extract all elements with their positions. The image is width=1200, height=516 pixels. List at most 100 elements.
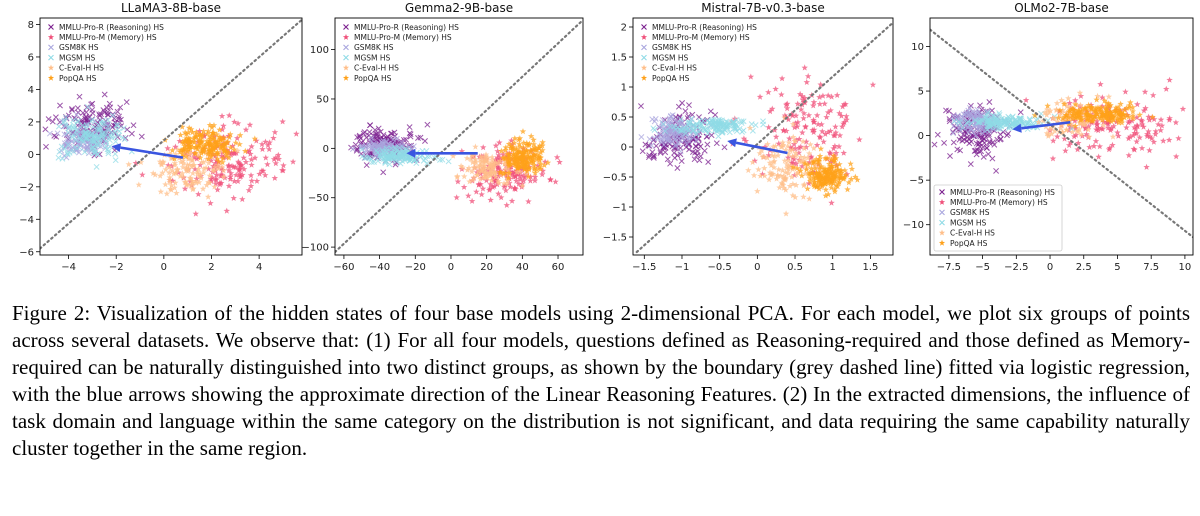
data-point bbox=[516, 135, 524, 142]
data-point bbox=[214, 186, 221, 193]
data-point bbox=[967, 114, 974, 121]
data-point bbox=[401, 146, 408, 153]
data-point bbox=[1104, 119, 1111, 126]
data-point bbox=[1059, 115, 1067, 122]
data-point bbox=[212, 143, 220, 150]
data-point bbox=[774, 152, 782, 159]
data-point bbox=[1166, 115, 1173, 122]
data-point bbox=[1175, 135, 1182, 142]
data-point bbox=[251, 154, 259, 161]
data-point bbox=[1106, 144, 1114, 151]
data-point bbox=[821, 174, 828, 181]
data-point bbox=[1005, 130, 1012, 137]
data-point bbox=[1072, 131, 1080, 138]
data-point bbox=[220, 140, 228, 148]
legend-label: MMLU-Pro-M (Memory) HS bbox=[652, 33, 750, 42]
data-point bbox=[1051, 127, 1058, 134]
data-point bbox=[1117, 100, 1124, 107]
data-point bbox=[530, 146, 538, 153]
data-point bbox=[761, 143, 769, 150]
data-point bbox=[93, 141, 100, 148]
data-point bbox=[544, 159, 552, 166]
data-point bbox=[477, 175, 484, 182]
data-point bbox=[472, 160, 479, 167]
data-point bbox=[496, 139, 503, 146]
data-point bbox=[1132, 125, 1139, 132]
data-point bbox=[950, 130, 957, 137]
data-point bbox=[293, 130, 300, 137]
data-point bbox=[1107, 118, 1115, 125]
data-point bbox=[1072, 114, 1080, 121]
legend-marker bbox=[641, 54, 647, 61]
data-point bbox=[525, 173, 532, 180]
data-point bbox=[100, 119, 107, 126]
data-point bbox=[264, 142, 272, 149]
data-point bbox=[225, 132, 232, 139]
data-point bbox=[397, 160, 404, 167]
y-tick-label: −4 bbox=[19, 215, 34, 226]
data-point bbox=[771, 152, 778, 160]
data-point bbox=[799, 129, 806, 136]
data-point bbox=[800, 115, 807, 122]
data-point bbox=[219, 126, 226, 133]
data-point bbox=[765, 176, 773, 183]
data-point bbox=[1172, 119, 1180, 126]
data-point bbox=[713, 140, 720, 147]
data-point bbox=[638, 103, 644, 110]
data-point bbox=[648, 142, 655, 149]
data-point bbox=[191, 165, 199, 172]
data-point bbox=[502, 187, 510, 194]
data-point bbox=[1125, 135, 1132, 142]
data-point bbox=[785, 163, 792, 170]
data-point bbox=[791, 172, 798, 179]
data-point bbox=[227, 144, 234, 151]
data-point bbox=[1138, 116, 1145, 123]
data-point bbox=[505, 167, 512, 174]
data-point bbox=[530, 136, 537, 143]
data-point bbox=[1059, 109, 1066, 116]
legend-marker bbox=[938, 229, 946, 236]
data-point bbox=[657, 148, 664, 155]
data-point bbox=[848, 175, 855, 182]
data-point bbox=[746, 124, 754, 131]
data-point bbox=[180, 160, 187, 167]
data-point bbox=[1091, 113, 1099, 120]
data-point bbox=[234, 177, 242, 185]
data-point bbox=[135, 181, 143, 188]
data-point bbox=[810, 119, 818, 126]
data-point bbox=[74, 118, 81, 125]
data-point bbox=[810, 181, 817, 188]
data-point bbox=[813, 141, 821, 148]
data-point bbox=[234, 120, 242, 127]
data-point bbox=[830, 179, 837, 186]
data-point bbox=[754, 187, 761, 194]
data-point bbox=[1045, 132, 1052, 139]
data-point bbox=[1160, 137, 1167, 144]
data-point bbox=[782, 169, 789, 176]
data-point bbox=[1080, 119, 1087, 127]
data-point bbox=[707, 108, 714, 115]
data-point bbox=[387, 130, 394, 137]
data-point bbox=[500, 183, 508, 190]
data-point bbox=[55, 154, 62, 161]
data-point bbox=[253, 177, 261, 184]
data-point bbox=[684, 141, 691, 148]
data-point bbox=[765, 124, 772, 131]
data-point bbox=[704, 141, 711, 148]
data-point bbox=[139, 171, 146, 178]
data-point bbox=[520, 144, 527, 151]
data-point bbox=[496, 157, 504, 164]
data-point bbox=[675, 103, 682, 110]
data-point bbox=[957, 119, 963, 126]
data-point bbox=[112, 150, 119, 157]
data-point bbox=[469, 152, 476, 159]
y-tick-label: 50 bbox=[316, 94, 329, 105]
data-point bbox=[645, 154, 652, 161]
data-point bbox=[1173, 153, 1180, 160]
data-point bbox=[366, 142, 373, 149]
data-point bbox=[259, 145, 266, 152]
data-point bbox=[478, 174, 486, 181]
y-tick-label: −50 bbox=[308, 193, 329, 204]
data-point bbox=[769, 152, 776, 159]
data-point bbox=[262, 138, 269, 145]
